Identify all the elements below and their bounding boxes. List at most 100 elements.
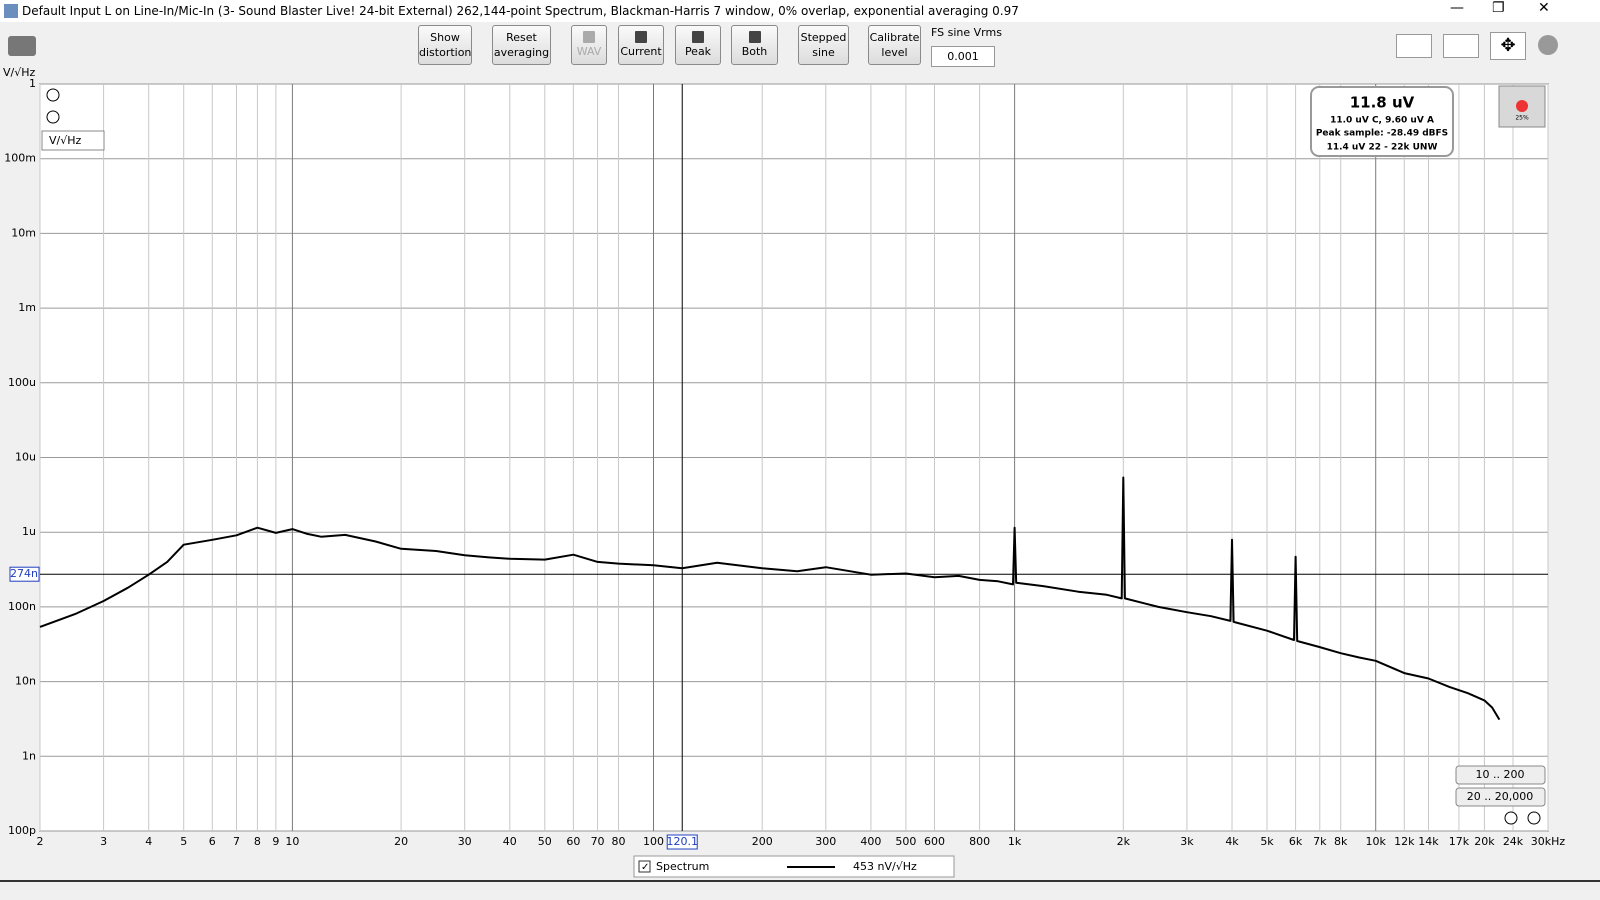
range-label: 20 .. 20,000	[1467, 790, 1533, 803]
y-tick-label: 1m	[18, 301, 36, 314]
label: distortion	[419, 46, 472, 59]
columns-icon[interactable]	[1443, 34, 1479, 58]
move-icon[interactable]: ✥	[1490, 32, 1526, 60]
fs-label: FS sine Vrms	[931, 26, 1002, 39]
app-icon	[4, 4, 18, 18]
label: averaging	[493, 46, 550, 59]
label: Current	[620, 45, 662, 58]
calibrate-level-button[interactable]: Calibrate level	[868, 25, 921, 65]
x-zoom-in[interactable]	[1527, 811, 1541, 825]
x-tick-label: 2	[37, 835, 44, 848]
legend-name: Spectrum	[656, 860, 709, 873]
camera-icon[interactable]	[8, 36, 36, 56]
readout-line: 11.0 uV C, 9.60 uV A	[1330, 116, 1434, 126]
legend-value: 453 nV/√Hz	[853, 860, 917, 873]
x-tick-label: 3k	[1180, 835, 1194, 848]
x-zoom-out[interactable]	[1504, 811, 1518, 825]
x-tick-label: 10	[285, 835, 299, 848]
cursor-x-label: 120.1	[666, 835, 698, 848]
unit-selector[interactable]	[41, 130, 105, 151]
title-bar: Default Input L on Line-In/Mic-In (3- So…	[0, 0, 1600, 22]
x-tick-label: 50	[538, 835, 552, 848]
x-tick-label: 4	[145, 835, 152, 848]
y-tick-label: 1n	[22, 749, 36, 762]
stepped-sine-button[interactable]: Stepped sine	[798, 25, 849, 65]
label: Calibrate	[869, 31, 920, 44]
y-tick-label: 10m	[11, 226, 36, 239]
spectrum-line	[39, 476, 1501, 721]
label: level	[881, 46, 908, 59]
x-tick-label: 800	[969, 835, 990, 848]
cursor-y-box	[9, 566, 40, 582]
y-tick-label: 100u	[8, 376, 36, 389]
x-tick-label: 30	[458, 835, 472, 848]
label: sine	[812, 46, 835, 59]
x-tick-label: 9	[272, 835, 279, 848]
range-label: 10 .. 200	[1476, 768, 1525, 781]
fs-input[interactable]: 0.001	[931, 46, 995, 67]
x-tick-label: 1k	[1008, 835, 1022, 848]
zoom-out[interactable]	[46, 110, 60, 124]
reset-averaging-button[interactable]: Reset averaging	[492, 25, 551, 65]
x-tick-label: 200	[752, 835, 773, 848]
x-tick-label: 20	[394, 835, 408, 848]
close[interactable]: ✕	[1538, 0, 1550, 16]
y-tick-label: 1u	[22, 525, 36, 538]
x-tick-label: 100	[643, 835, 664, 848]
x-tick-label: 6k	[1289, 835, 1303, 848]
restore[interactable]: ❐	[1492, 0, 1505, 16]
settings-icon[interactable]	[1538, 35, 1558, 55]
label: Stepped	[800, 31, 847, 44]
readout-main: 11.8 uV	[1350, 94, 1415, 112]
x-tick-label: 8k	[1334, 835, 1348, 848]
y-tick-label: 100n	[8, 600, 36, 613]
layout-icon[interactable]	[1396, 34, 1432, 58]
y-unit: V/√Hz	[3, 66, 36, 79]
current-button[interactable]: Current	[618, 25, 664, 65]
both-button[interactable]: Both	[731, 25, 778, 65]
x-tick-label: 17k	[1449, 835, 1470, 848]
range-button[interactable]	[1455, 787, 1546, 807]
x-tick-label: 8	[254, 835, 261, 848]
x-tick-label: 2k	[1117, 835, 1131, 848]
window-title: Default Input L on Line-In/Mic-In (3- So…	[22, 4, 1019, 18]
x-tick-label: 80	[612, 835, 626, 848]
x-tick-label: 5	[180, 835, 187, 848]
x-tick-label: 3	[100, 835, 107, 848]
y-tick-label: 100m	[4, 152, 36, 165]
record-light	[1516, 100, 1528, 112]
x-tick-label: 7k	[1313, 835, 1327, 848]
y-tick-label: 10u	[15, 451, 36, 464]
label: Show	[430, 31, 460, 44]
x-tick-label: 500	[895, 835, 916, 848]
x-tick-label: 12k	[1394, 835, 1415, 848]
x-tick-label: 20k	[1474, 835, 1495, 848]
y-tick-label: 10n	[15, 675, 36, 688]
zoom-in[interactable]	[46, 88, 60, 102]
x-tick-label: 10k	[1366, 835, 1387, 848]
x-tick-label: 30kHz	[1531, 835, 1566, 848]
x-tick-label: 70	[591, 835, 605, 848]
wav-button[interactable]: WAV	[571, 25, 607, 65]
show-distortion-button[interactable]: Show distortion	[418, 25, 472, 65]
peak-button[interactable]: Peak	[675, 25, 721, 65]
record-level: 25%	[1515, 115, 1529, 122]
x-tick-label: 5k	[1260, 835, 1274, 848]
x-tick-label: 4k	[1225, 835, 1239, 848]
unit-selector-label: V/√Hz	[49, 134, 82, 147]
minimize[interactable]: —	[1450, 0, 1464, 16]
x-tick-label: 24k	[1503, 835, 1524, 848]
label: Reset	[506, 31, 537, 44]
legend-checkbox[interactable]	[638, 860, 651, 873]
y-tick-label: 100p	[8, 824, 36, 837]
x-tick-label: 7	[233, 835, 240, 848]
label: Both	[741, 45, 768, 58]
range-button[interactable]	[1455, 765, 1546, 785]
label: WAV	[576, 45, 602, 58]
cursor-x-box	[666, 834, 698, 850]
label: Peak	[684, 45, 712, 58]
readout-line: 11.4 uV 22 - 22k UNW	[1327, 143, 1438, 153]
readout-line: Peak sample: -28.49 dBFS	[1316, 129, 1448, 139]
